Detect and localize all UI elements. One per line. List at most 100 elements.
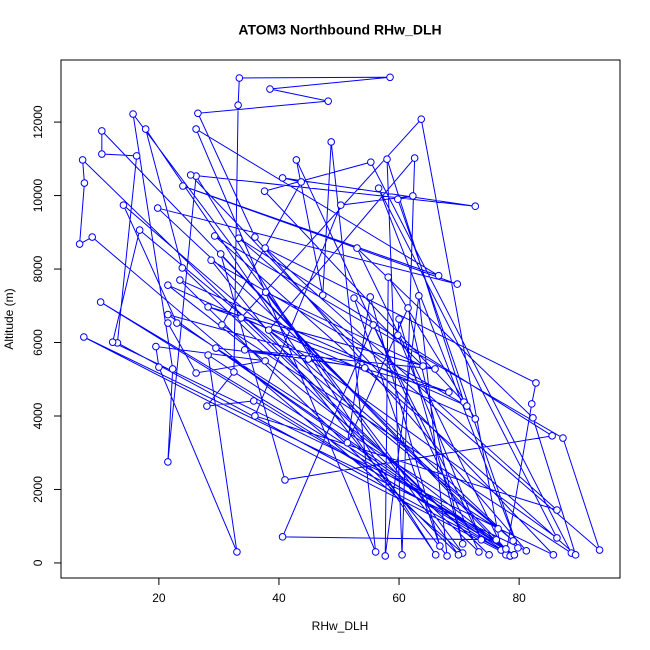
data-point bbox=[595, 546, 604, 554]
data-point bbox=[260, 187, 269, 195]
data-point bbox=[324, 97, 332, 105]
data-point bbox=[386, 73, 394, 82]
data-point bbox=[240, 346, 249, 354]
data-point bbox=[155, 363, 163, 371]
data-point bbox=[108, 338, 117, 346]
data-point bbox=[431, 365, 439, 373]
y-tick-label: 4000 bbox=[31, 402, 45, 429]
data-point bbox=[152, 342, 160, 351]
data-point bbox=[502, 545, 510, 553]
data-point bbox=[98, 150, 106, 158]
data-point bbox=[164, 310, 172, 319]
data-point bbox=[485, 551, 493, 559]
data-point bbox=[234, 234, 243, 242]
data-point bbox=[371, 548, 380, 556]
data-point bbox=[353, 244, 361, 252]
data-point bbox=[475, 548, 483, 556]
data-point bbox=[436, 542, 444, 550]
data-point bbox=[384, 273, 393, 281]
data-point bbox=[203, 402, 211, 410]
data-point bbox=[278, 533, 287, 541]
data-point bbox=[383, 155, 391, 163]
data-point bbox=[343, 439, 352, 447]
data-point bbox=[361, 364, 369, 372]
data-point bbox=[492, 535, 501, 544]
plot-frame bbox=[60, 59, 621, 579]
data-point bbox=[249, 397, 258, 405]
data-point bbox=[132, 152, 141, 160]
data-point bbox=[532, 379, 540, 387]
data-point bbox=[261, 244, 269, 252]
data-point bbox=[366, 293, 375, 301]
y-tick-label: 8000 bbox=[31, 255, 45, 282]
data-point bbox=[571, 551, 580, 559]
data-point bbox=[297, 178, 305, 186]
data-point bbox=[494, 524, 502, 533]
data-point bbox=[173, 319, 181, 327]
data-point bbox=[394, 331, 402, 339]
data-point bbox=[367, 158, 375, 166]
data-point bbox=[230, 368, 238, 376]
data-point bbox=[88, 233, 97, 241]
data-point bbox=[292, 156, 301, 164]
x-tick-label: 80 bbox=[512, 591, 526, 605]
x-tick-label: 20 bbox=[152, 591, 166, 605]
data-point bbox=[417, 115, 426, 123]
data-point bbox=[80, 333, 88, 341]
x-tick-label: 40 bbox=[272, 591, 286, 605]
y-tick-label: 2000 bbox=[31, 476, 45, 503]
data-point bbox=[237, 314, 245, 322]
data-point bbox=[281, 476, 289, 484]
data-point bbox=[212, 344, 220, 352]
data-point bbox=[453, 280, 462, 288]
data-point bbox=[374, 184, 383, 193]
y-tick-label: 12000 bbox=[31, 105, 45, 139]
data-point bbox=[251, 233, 259, 241]
data-point bbox=[369, 321, 378, 329]
y-tick-label: 10000 bbox=[31, 179, 45, 213]
x-axis-label: RHw_DLH bbox=[312, 619, 369, 633]
data-point bbox=[216, 250, 225, 258]
chart-title: ATOM3 Northbound RHw_DLH bbox=[238, 22, 441, 38]
data-point bbox=[471, 202, 480, 211]
data-point bbox=[153, 204, 162, 212]
x-tick-label: 60 bbox=[392, 591, 406, 605]
data-point bbox=[398, 551, 406, 559]
data-point bbox=[251, 412, 259, 420]
data-point bbox=[514, 544, 522, 552]
data-point bbox=[395, 315, 403, 323]
data-point bbox=[129, 110, 137, 118]
data-point bbox=[458, 540, 467, 548]
data-point bbox=[204, 351, 212, 359]
data-point bbox=[445, 388, 453, 396]
data-point bbox=[409, 192, 417, 200]
data-point bbox=[443, 552, 451, 560]
data-point bbox=[304, 355, 313, 363]
data-point bbox=[179, 182, 187, 190]
data-point bbox=[548, 432, 556, 440]
data-point bbox=[164, 319, 172, 327]
data-point bbox=[553, 534, 561, 542]
data-point bbox=[192, 125, 200, 133]
data-point bbox=[176, 276, 184, 284]
y-tick-label: 0 bbox=[31, 559, 45, 566]
data-point bbox=[404, 304, 412, 312]
data-point bbox=[186, 171, 195, 179]
data-point bbox=[463, 402, 471, 410]
data-point bbox=[337, 201, 345, 209]
data-point bbox=[266, 85, 274, 93]
data-point bbox=[522, 547, 531, 555]
data-point bbox=[419, 362, 427, 370]
data-point bbox=[178, 264, 187, 272]
data-point bbox=[261, 357, 269, 365]
data-point bbox=[559, 434, 567, 442]
data-point bbox=[210, 232, 219, 240]
data-point bbox=[234, 101, 242, 109]
data-point bbox=[318, 291, 327, 299]
data-point bbox=[381, 552, 390, 560]
data-point bbox=[194, 109, 202, 118]
data-point bbox=[218, 321, 226, 329]
data-point bbox=[164, 458, 172, 466]
data-point bbox=[509, 537, 517, 545]
